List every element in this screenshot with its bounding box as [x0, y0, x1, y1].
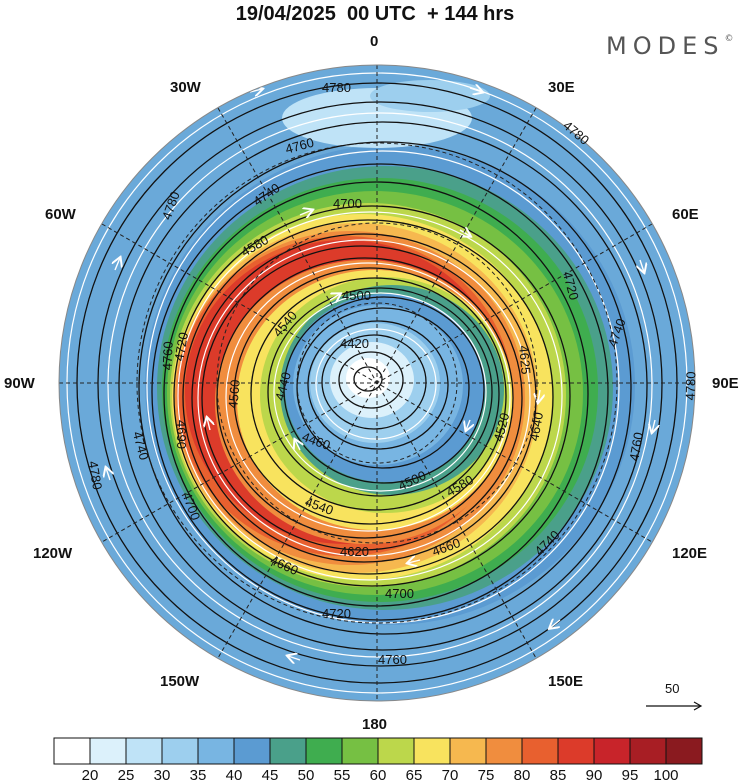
svg-text:4720: 4720: [322, 606, 351, 621]
svg-text:4700: 4700: [385, 586, 414, 601]
lon-label-90e: 90E: [712, 375, 739, 392]
lon-label-0: 0: [370, 33, 379, 50]
lon-label-90w: 90W: [4, 375, 35, 392]
lon-label-120w: 120W: [33, 545, 73, 562]
svg-text:4520: 4520: [490, 411, 512, 443]
svg-text:4760: 4760: [160, 341, 176, 370]
map-title: 19/04/2025 00 UTC + 144 hrs: [235, 3, 515, 25]
svg-text:4690: 4690: [174, 420, 189, 449]
brand-logo: MODES©: [606, 32, 733, 60]
vector-reference-value: 50: [665, 681, 679, 696]
svg-text:4440: 4440: [272, 370, 294, 402]
svg-text:4640: 4640: [526, 411, 546, 442]
map-boundary: [58, 64, 696, 702]
lon-label-180: 180: [362, 716, 388, 733]
lon-label-150e: 150E: [548, 673, 584, 690]
svg-text:4780: 4780: [322, 80, 351, 95]
wind-streamlines: [66, 72, 688, 694]
svg-text:4780: 4780: [85, 460, 105, 491]
svg-text:4760: 4760: [284, 135, 316, 157]
svg-text:4625: 4625: [516, 345, 533, 375]
svg-text:4760: 4760: [378, 652, 407, 667]
lon-label-30w: 30W: [170, 79, 201, 96]
lon-label-30e: 30E: [548, 79, 575, 96]
brand-name: MODES: [606, 32, 725, 60]
wind-speed-shading: [59, 65, 695, 701]
svg-text:4620: 4620: [340, 544, 369, 559]
svg-text:4700: 4700: [333, 196, 362, 211]
svg-text:4760: 4760: [626, 431, 646, 462]
lon-label-60e: 60E: [672, 206, 699, 223]
svg-text:4720: 4720: [171, 331, 191, 362]
copyright-mark: ©: [724, 34, 734, 44]
svg-text:4500: 4500: [342, 288, 371, 303]
svg-text:4420: 4420: [340, 336, 369, 351]
graticule: [59, 65, 695, 701]
wind-arrows: [106, 88, 655, 660]
lon-label-60w: 60W: [45, 206, 76, 223]
svg-text:4720: 4720: [560, 270, 582, 302]
svg-text:4780: 4780: [682, 371, 698, 400]
lon-label-120e: 120E: [672, 545, 708, 562]
svg-text:4560: 4560: [225, 379, 242, 409]
svg-text:4740: 4740: [130, 430, 152, 462]
lon-label-150w: 150W: [160, 673, 200, 690]
vector-reference: 50: [646, 681, 703, 711]
